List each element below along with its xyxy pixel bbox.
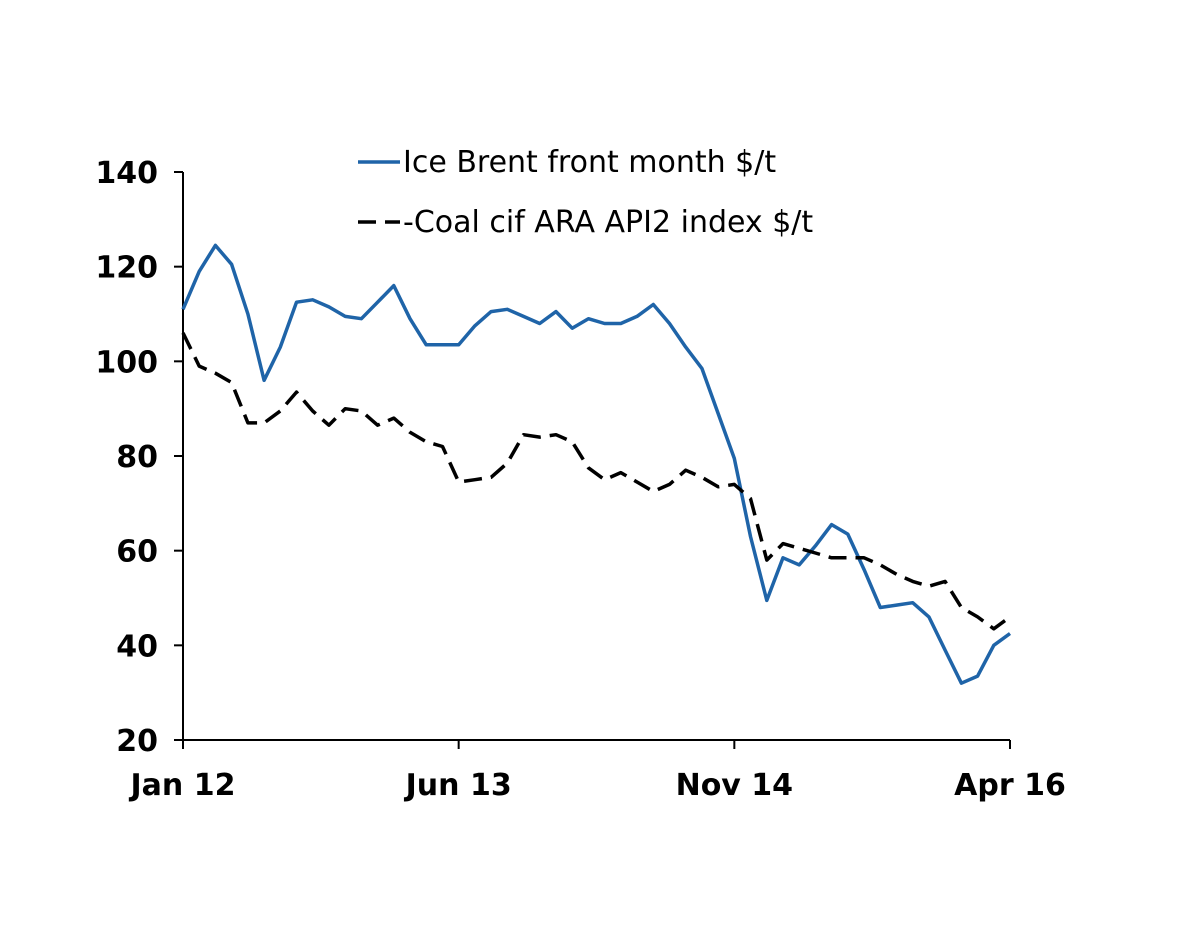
- chart-axes: 20 40 60 80 100 120 140 Jan 12 Jun 13 Nov 14 Apr 1…: [95, 156, 1065, 803]
- y-tick-label: 140: [95, 156, 158, 191]
- chart-series: [181, 243, 1012, 685]
- y-tick-label: 100: [95, 345, 158, 380]
- legend-label-coal: -Coal cif ARA API2 index $/t: [403, 205, 813, 240]
- y-tick-label: 20: [116, 724, 158, 759]
- y-tick-label: 40: [116, 629, 158, 664]
- y-tick-label: 60: [116, 535, 158, 570]
- y-tick-label: 80: [116, 440, 158, 475]
- x-tick-label: Nov 14: [676, 768, 793, 803]
- series-line-brent: [181, 243, 1012, 685]
- legend-dash-glyph: -: [403, 205, 414, 240]
- x-tick-label: Jan 12: [129, 768, 236, 803]
- y-tick-label: 120: [95, 251, 158, 286]
- chart-legend: Ice Brent front month $/t -Coal cif ARA …: [358, 145, 813, 240]
- legend-label-coal-text: Coal cif ARA API2 index $/t: [414, 205, 814, 240]
- x-tick-label: Apr 16: [954, 768, 1066, 803]
- legend-label-brent: Ice Brent front month $/t: [403, 145, 776, 180]
- x-tick-label: Jun 13: [404, 768, 512, 803]
- series-line-coal: [181, 332, 1012, 631]
